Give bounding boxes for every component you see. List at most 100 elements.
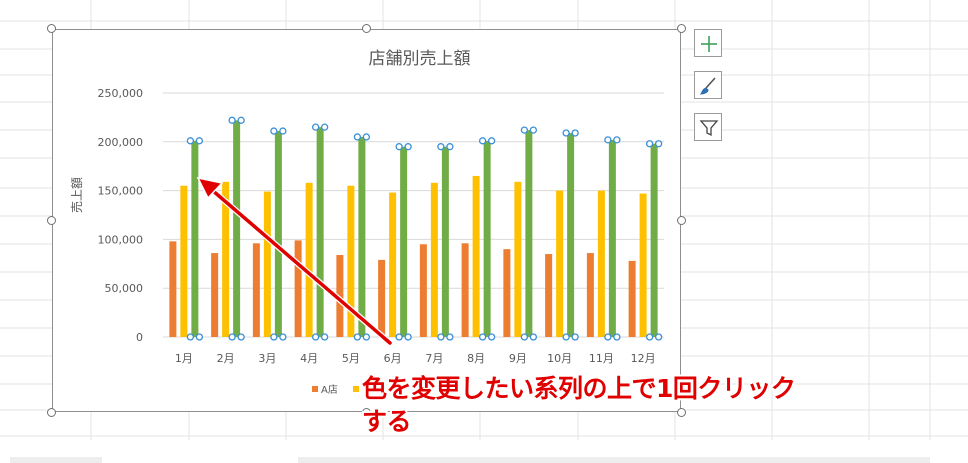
x-tick-label: 7月 — [425, 352, 443, 365]
legend-label-a[interactable]: A店 — [321, 383, 338, 396]
x-tick-label: 9月 — [509, 352, 527, 365]
x-tick-label: 5月 — [342, 352, 360, 365]
selection-marker — [571, 333, 579, 341]
bar-3-5[interactable] — [358, 136, 366, 337]
selection-marker — [529, 126, 538, 134]
y-tick-label: 0 — [136, 331, 143, 344]
bar-3-3[interactable] — [274, 131, 282, 337]
bar-1-1[interactable] — [169, 241, 177, 337]
bar-2-3[interactable] — [263, 191, 271, 337]
resize-handle-top-right[interactable] — [677, 24, 686, 33]
bar-2-2[interactable] — [222, 181, 230, 337]
bar-3-8[interactable] — [483, 140, 491, 337]
selection-marker — [395, 333, 403, 341]
x-tick-label: 12月 — [631, 352, 656, 365]
bar-1-8[interactable] — [461, 243, 469, 337]
bar-3-12[interactable] — [650, 143, 658, 337]
bar-2-11[interactable] — [597, 190, 605, 337]
plus-icon — [701, 36, 717, 52]
selection-marker — [404, 143, 412, 151]
bar-1-3[interactable] — [252, 243, 260, 337]
bar-2-5[interactable] — [347, 185, 355, 337]
selection-marker — [654, 140, 663, 148]
y-tick-label: 100,000 — [98, 233, 144, 246]
bar-3-10[interactable] — [567, 133, 575, 337]
selection-marker — [478, 333, 487, 341]
bar-3-9[interactable] — [525, 130, 533, 337]
x-tick-label: 1月 — [175, 352, 193, 365]
legend-swatch-b — [353, 386, 359, 392]
chart-area[interactable]: 店舗別売上額 売上額 0 50,000 100,000 150,000 200,000 250… — [52, 29, 681, 412]
bar-2-10[interactable] — [556, 190, 564, 337]
bar-2-4[interactable] — [305, 182, 313, 337]
resize-handle-top-left[interactable] — [47, 24, 56, 33]
selection-marker — [529, 333, 538, 341]
selection-marker — [186, 333, 195, 341]
selection-marker — [195, 137, 204, 145]
resize-handle-bottom[interactable] — [362, 408, 371, 417]
bar-1-12[interactable] — [628, 260, 636, 337]
bar-2-8[interactable] — [472, 175, 480, 337]
bar-3-1[interactable] — [191, 140, 199, 337]
selection-marker — [645, 333, 654, 341]
selection-marker — [395, 143, 403, 151]
bar-3-11[interactable] — [608, 139, 616, 337]
selection-marker — [362, 333, 371, 341]
resize-handle-bottom-right[interactable] — [677, 408, 686, 417]
bar-2-7[interactable] — [430, 182, 438, 337]
selection-marker — [311, 333, 320, 341]
y-tick-label: 200,000 — [98, 136, 144, 149]
bar-1-6[interactable] — [378, 259, 386, 337]
selection-marker — [446, 143, 454, 151]
resize-handle-right[interactable] — [677, 216, 686, 225]
bar-1-7[interactable] — [419, 244, 427, 337]
bar-2-12[interactable] — [639, 193, 647, 337]
bar-2-6[interactable] — [389, 192, 397, 337]
resize-handle-top[interactable] — [362, 24, 371, 33]
selection-marker — [613, 333, 621, 341]
selection-marker — [362, 133, 371, 141]
bar-2-9[interactable] — [514, 181, 522, 337]
selection-marker — [478, 137, 487, 145]
chart-styles-button[interactable] — [694, 71, 722, 99]
resize-handle-left[interactable] — [47, 216, 56, 225]
selection-marker — [320, 123, 329, 131]
x-tick-label: 11月 — [589, 352, 614, 365]
resize-handle-bottom-left[interactable] — [47, 408, 56, 417]
selection-marker — [279, 127, 287, 135]
annotation-text: 色を変更したい系列の上で1回クリック する — [362, 372, 796, 438]
chart-elements-button[interactable] — [694, 29, 722, 57]
selection-marker — [437, 333, 445, 341]
chart-filters-button[interactable] — [694, 113, 722, 141]
bar-1-11[interactable] — [586, 253, 594, 337]
selection-marker — [311, 123, 320, 131]
x-tick-label: 6月 — [384, 352, 402, 365]
bar-3-7[interactable] — [441, 146, 449, 337]
bar-1-9[interactable] — [503, 249, 511, 337]
sheet-tab-area — [10, 457, 102, 463]
bar-1-10[interactable] — [545, 254, 553, 337]
x-tick-label: 3月 — [258, 352, 276, 365]
x-tick-label: 10月 — [547, 352, 572, 365]
y-tick-label: 50,000 — [105, 282, 144, 295]
scroll-area — [298, 457, 930, 463]
selection-marker — [404, 333, 412, 341]
selection-marker — [562, 333, 570, 341]
bar-1-2[interactable] — [211, 253, 219, 337]
bar-3-6[interactable] — [400, 146, 408, 337]
selection-marker — [353, 333, 362, 341]
bar-1-4[interactable] — [294, 240, 302, 337]
bar-3-4[interactable] — [316, 127, 324, 337]
bar-2-1[interactable] — [180, 185, 188, 337]
y-axis-label[interactable]: 売上額 — [69, 177, 84, 213]
selection-marker — [186, 137, 195, 145]
x-tick-label: 2月 — [217, 352, 235, 365]
chart-title[interactable]: 店舗別売上額 — [369, 49, 471, 69]
bar-3-2[interactable] — [233, 120, 241, 337]
selection-marker — [270, 127, 278, 135]
selection-marker — [520, 126, 529, 134]
selection-marker — [437, 143, 445, 151]
filter-icon — [699, 120, 719, 137]
selection-marker — [446, 333, 454, 341]
